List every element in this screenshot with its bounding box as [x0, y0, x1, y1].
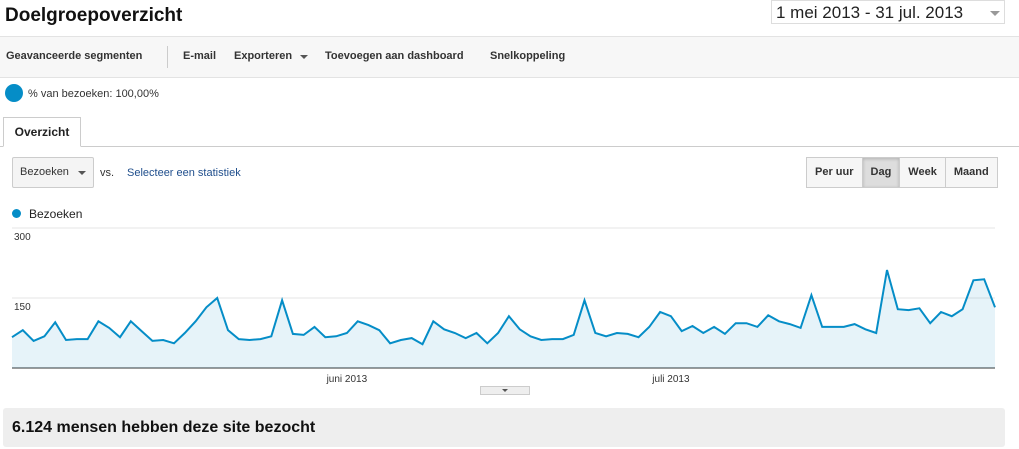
- toolbar-item[interactable]: Snelkoppeling: [490, 50, 566, 62]
- tab-line: [0, 146, 1019, 147]
- summary: 6.124 mensen hebben deze site bezocht: [3, 408, 1005, 447]
- interval-buttons: Per uur Dag Week Maand: [806, 157, 998, 188]
- area-fill: [12, 270, 995, 368]
- interval-button[interactable]: Per uur: [806, 157, 863, 188]
- x-tick-label: juni 2013: [326, 374, 368, 385]
- chart-resize-grip[interactable]: [480, 386, 530, 395]
- toolbar: Geavanceerde segmenten E-mail Exporteren…: [0, 36, 1019, 78]
- date-range[interactable]: 1 mei 2013 - 31 jul. 2013: [771, 0, 1005, 24]
- toolbar-item[interactable]: Toevoegen aan dashboard: [325, 50, 464, 62]
- chart: 150 300 juni 2013 juli 2013: [11, 227, 996, 385]
- compare-link[interactable]: Selecteer een statistiek: [127, 167, 241, 179]
- y-tick-label: 300: [14, 232, 31, 243]
- interval-button[interactable]: Dag: [861, 157, 901, 188]
- legend-label: Bezoeken: [29, 207, 83, 221]
- legend-dot: [12, 209, 21, 218]
- segment-label: % van bezoeken: 100,00%: [28, 88, 159, 100]
- interval-button[interactable]: Week: [899, 157, 946, 188]
- metric-text: Bezoeken: [20, 166, 69, 178]
- date-range-text: 1 mei 2013 - 31 jul. 2013: [776, 3, 964, 22]
- toolbar-item[interactable]: E-mail: [183, 50, 217, 62]
- toolbar-item[interactable]: Geavanceerde segmenten: [6, 50, 143, 62]
- page-title: Doelgroepoverzicht: [5, 5, 183, 26]
- toolbar-item[interactable]: Exporteren: [234, 50, 293, 62]
- tab[interactable]: Overzicht: [3, 117, 81, 147]
- y-tick-label: 150: [14, 302, 31, 313]
- series-line: [11, 269, 996, 346]
- vs-label: vs.: [100, 167, 115, 179]
- x-tick-label: juli 2013: [651, 374, 690, 385]
- segment-icon: [5, 84, 23, 102]
- interval-button[interactable]: Maand: [944, 157, 998, 188]
- metric-select[interactable]: Bezoeken: [12, 157, 94, 188]
- legend: Bezoeken: [12, 207, 82, 221]
